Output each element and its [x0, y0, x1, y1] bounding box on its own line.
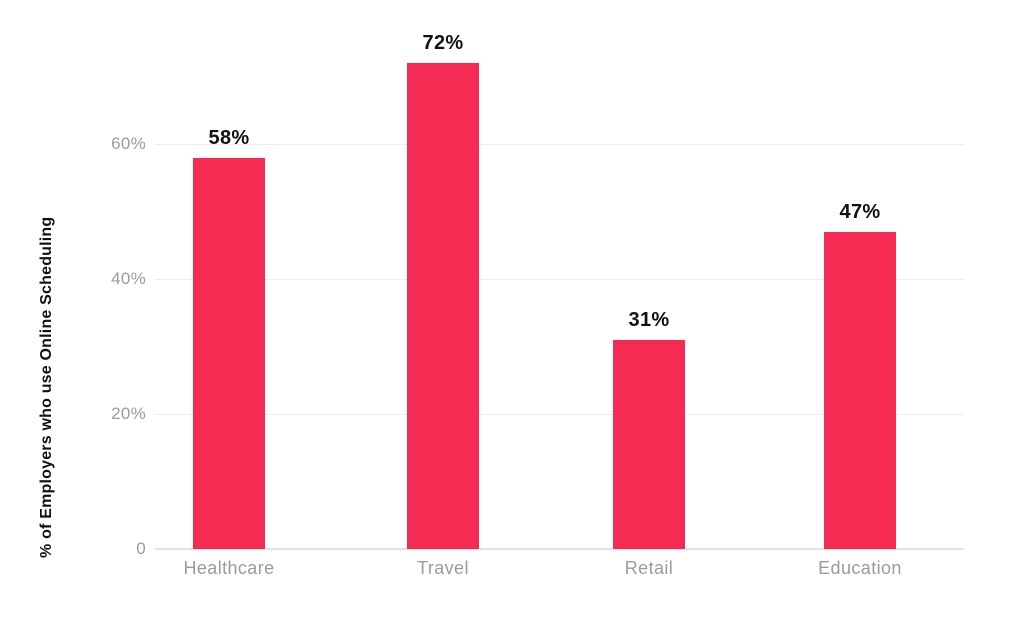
x-category-label: Retail	[624, 558, 674, 578]
bar-travel	[407, 63, 479, 549]
gridline	[155, 414, 964, 415]
bar-value-label: 72%	[422, 32, 464, 54]
x-axis-line	[155, 548, 964, 550]
bar-education	[824, 231, 896, 549]
gridline	[155, 144, 964, 145]
bar-value-label: 47%	[839, 200, 881, 223]
gridline	[155, 279, 964, 280]
y-tick-label: 20%	[111, 404, 146, 423]
bar-value-label: 31%	[628, 308, 670, 331]
y-tick-label: 40%	[111, 269, 146, 288]
x-category-label: Healthcare	[183, 558, 275, 578]
y-tick-label: 60%	[111, 134, 146, 153]
x-category-label: Travel	[417, 558, 469, 578]
x-category-label: Education	[818, 558, 902, 578]
bar-value-label: 58%	[208, 126, 250, 149]
y-tick-label: 0	[136, 539, 146, 558]
bar-retail	[613, 339, 685, 549]
bar-healthcare	[193, 157, 265, 549]
